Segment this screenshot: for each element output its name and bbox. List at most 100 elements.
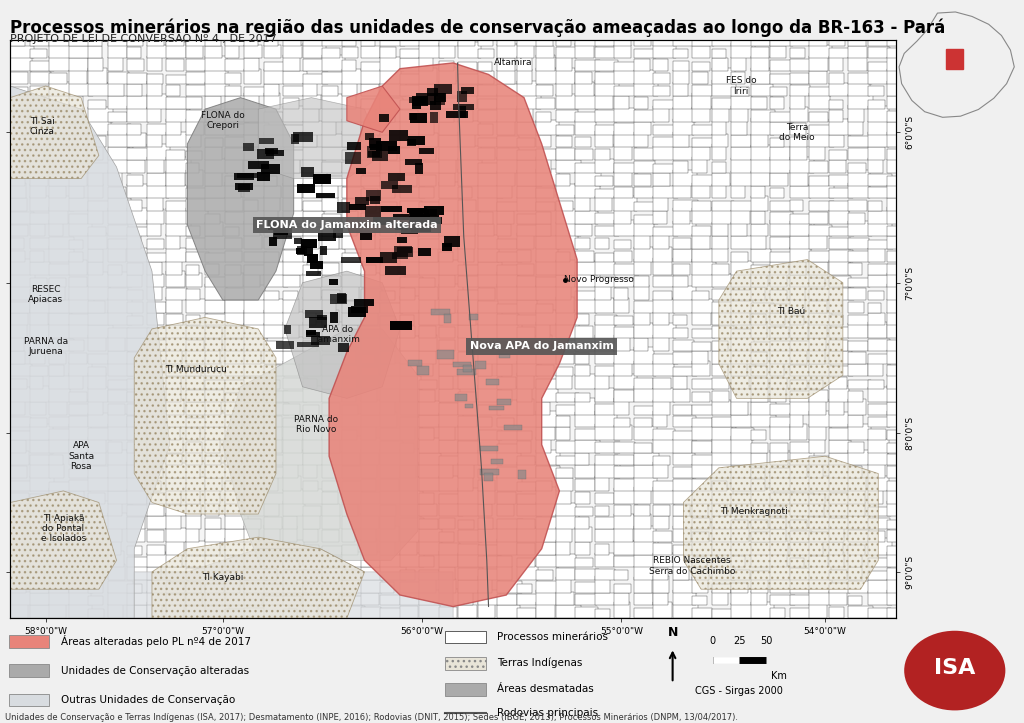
Bar — [205, 147, 222, 160]
Bar — [88, 184, 102, 198]
Bar — [108, 170, 122, 186]
Bar — [108, 82, 124, 96]
Bar — [731, 401, 748, 414]
Bar — [712, 439, 732, 453]
Bar — [634, 132, 648, 147]
Bar — [297, 246, 307, 254]
Bar — [420, 310, 443, 325]
Bar — [828, 552, 844, 568]
Bar — [809, 323, 827, 338]
Bar — [49, 387, 71, 402]
Bar — [166, 367, 189, 377]
Bar — [887, 185, 907, 198]
Bar — [653, 276, 674, 287]
Bar — [88, 476, 111, 491]
Bar — [283, 291, 298, 300]
Bar — [108, 360, 133, 377]
Bar — [712, 301, 734, 313]
Bar — [634, 215, 658, 223]
Bar — [342, 405, 358, 414]
Bar — [283, 557, 299, 568]
Bar — [692, 72, 709, 84]
Bar — [459, 211, 480, 223]
Bar — [166, 454, 181, 466]
Bar — [556, 375, 572, 389]
Bar — [381, 132, 401, 147]
Bar — [108, 414, 127, 427]
Bar — [731, 386, 756, 402]
Bar — [556, 210, 581, 223]
Polygon shape — [10, 491, 117, 589]
Bar — [498, 107, 516, 122]
Bar — [809, 93, 830, 109]
Bar — [294, 238, 302, 244]
Bar — [146, 530, 164, 542]
Circle shape — [904, 630, 1006, 711]
Bar — [692, 175, 717, 186]
Bar — [127, 404, 148, 414]
Bar — [379, 114, 388, 122]
Bar — [302, 341, 316, 351]
Bar — [322, 453, 343, 466]
Bar — [224, 182, 241, 198]
Bar — [244, 466, 259, 478]
Bar — [205, 427, 229, 440]
Bar — [770, 518, 786, 529]
Bar — [108, 187, 126, 198]
Bar — [517, 543, 536, 555]
Bar — [692, 464, 713, 478]
Bar — [127, 338, 152, 351]
Bar — [634, 301, 654, 313]
Bar — [770, 289, 787, 300]
Bar — [310, 261, 324, 268]
Bar — [342, 552, 364, 568]
Bar — [556, 94, 580, 109]
Bar — [809, 35, 827, 46]
Bar — [302, 424, 323, 440]
Bar — [595, 442, 620, 453]
Text: PROJETO DE LEI DE CONVERSÃO Nº 4 , DE 2017: PROJETO DE LEI DE CONVERSÃO Nº 4 , DE 20… — [10, 33, 276, 44]
Bar — [634, 202, 655, 211]
Bar — [49, 543, 67, 555]
Bar — [381, 106, 394, 122]
Bar — [224, 251, 243, 262]
Bar — [322, 214, 341, 223]
Bar — [349, 205, 366, 210]
Bar — [770, 595, 795, 605]
Bar — [751, 69, 770, 84]
Bar — [517, 81, 537, 96]
Bar — [673, 516, 693, 529]
Bar — [88, 234, 106, 249]
Bar — [809, 564, 830, 580]
Bar — [69, 542, 88, 555]
Bar — [692, 234, 710, 249]
Bar — [400, 336, 421, 351]
Bar — [731, 106, 749, 122]
Bar — [420, 247, 438, 262]
Bar — [316, 193, 335, 198]
Bar — [10, 145, 24, 160]
Bar — [673, 161, 688, 173]
Bar — [731, 236, 753, 249]
Bar — [809, 201, 834, 211]
Bar — [108, 299, 132, 313]
Bar — [10, 238, 25, 249]
Bar — [342, 481, 367, 491]
Bar — [10, 72, 28, 84]
Bar — [10, 351, 26, 364]
Bar — [361, 189, 378, 198]
Bar — [361, 213, 386, 223]
Bar — [517, 315, 537, 325]
Bar — [848, 221, 872, 236]
Polygon shape — [899, 12, 1014, 117]
Bar — [302, 514, 321, 529]
Bar — [238, 184, 250, 192]
Bar — [867, 464, 885, 478]
Bar — [420, 36, 444, 46]
Bar — [692, 291, 709, 300]
Bar — [459, 132, 475, 147]
Bar — [614, 374, 638, 389]
Bar — [692, 46, 711, 59]
Bar — [595, 189, 617, 198]
Bar — [10, 125, 33, 134]
